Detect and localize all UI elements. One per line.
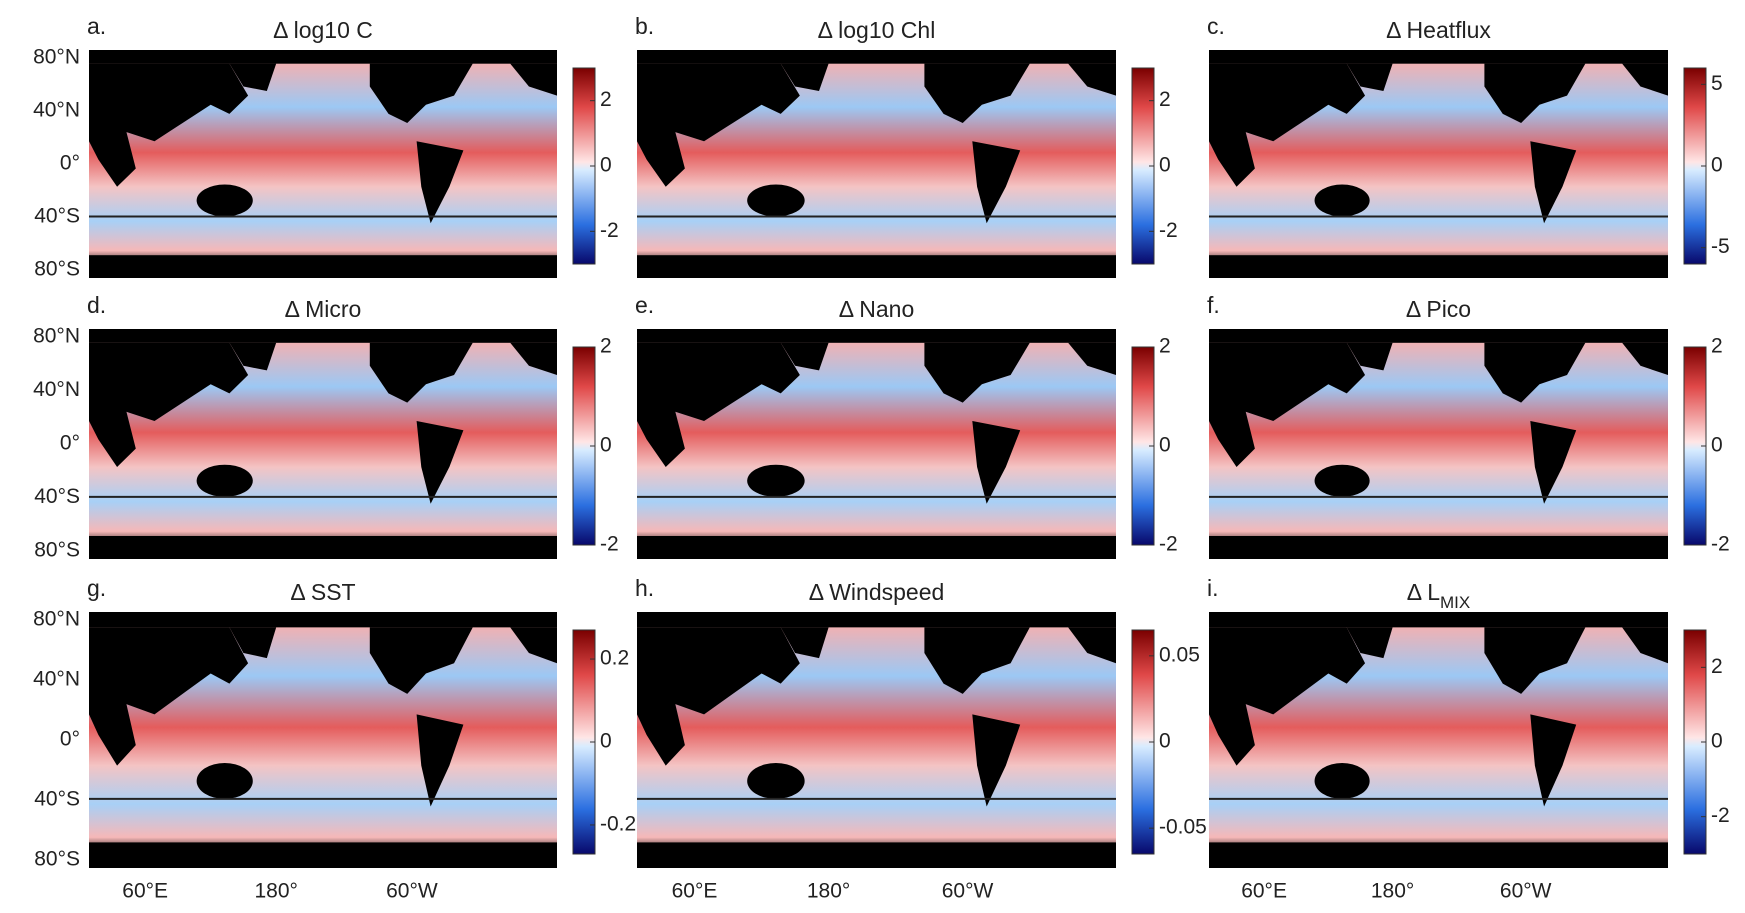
panel-title: Δ SST [290,579,355,605]
colorbar-tick-label: 0 [600,434,612,457]
title-main: Δ Micro [285,296,362,322]
lon-label: 60°E [672,880,718,903]
lat-label: 80°N [33,46,80,69]
panel-letter: d. [87,292,106,318]
colorbar-tick-label: 2 [1159,88,1171,111]
colorbar-tick-label: 0 [600,154,612,177]
lat-label: 80°S [34,258,80,281]
lat-label: 80°N [33,325,80,348]
colorbar-tick-label: 2 [1711,655,1723,678]
figure: a. Δ log10 C 2 0 -2 b. Δ log10 Chl 2 0 -2 c. Δ Heat… [0,0,1745,908]
title-main: Δ L [1407,579,1440,605]
panel-letter: h. [635,575,654,601]
colorbar-tick-label: -5 [1711,235,1730,258]
colorbar-tick-label: 2 [600,335,612,358]
colorbar-tick-label: 0 [1711,154,1723,177]
lon-label: 180° [1371,880,1414,903]
lat-label: 40°N [33,99,80,122]
colorbar-tick-label: 5 [1711,72,1723,95]
lat-label: 80°N [33,608,80,631]
lat-label: 40°N [33,378,80,401]
colorbar-tick-label: 0 [1159,434,1171,457]
colorbar-tick-label: 2 [1711,335,1723,358]
colorbar-tick-label: -2 [600,219,619,242]
lon-label: 180° [807,880,850,903]
title-main: Δ SST [290,579,355,605]
panel-letter: g. [87,575,106,601]
colorbar-tick-label: -0.05 [1159,816,1207,839]
panel-letter: b. [635,13,654,39]
lat-label: 0° [60,728,80,751]
colorbar-tick-label: -2 [600,533,619,556]
lon-label: 180° [254,880,297,903]
lat-label: 40°S [34,485,80,508]
panel-title: Δ log10 C [273,17,373,43]
colorbar-tick-label: 2 [1159,335,1171,358]
title-sub: MIX [1440,593,1470,612]
panel-letter: i. [1207,575,1219,601]
lat-label: 0° [60,432,80,455]
title-main: Δ Heatflux [1386,17,1491,43]
title-main: Δ Pico [1406,296,1471,322]
lat-label: 80°S [34,539,80,562]
panel-letter: f. [1207,292,1220,318]
panel-letter: a. [87,13,106,39]
title-main: Δ log10 C [273,17,373,43]
colorbar-tick-label: 0 [1711,730,1723,753]
colorbar-tick-label: -2 [1711,533,1730,556]
title-main: Δ log10 Chl [818,17,936,43]
lat-label: 40°S [34,788,80,811]
lat-label: 80°S [34,848,80,871]
lon-label: 60°W [942,880,994,903]
panel-letter: e. [635,292,654,318]
panel-title: Δ Micro [285,296,362,322]
colorbar-tick-label: -2 [1159,533,1178,556]
lon-label: 60°W [386,880,438,903]
lon-label: 60°W [1500,880,1552,903]
lon-label: 60°E [1241,880,1287,903]
panel-title: Δ Pico [1406,296,1471,322]
colorbar-tick-label: 0.2 [600,647,629,670]
panel-title: Δ Heatflux [1386,17,1491,43]
lon-label: 60°E [122,880,168,903]
panel-title: Δ Windspeed [809,579,945,605]
colorbar-tick-label: 2 [600,88,612,111]
colorbar-tick-label: 0 [600,730,612,753]
panel-title: Δ LMIX [1407,579,1471,612]
colorbar-tick-label: 0.05 [1159,643,1200,666]
panel-letter: c. [1207,13,1225,39]
colorbar-tick-label: -2 [1159,219,1178,242]
colorbar-tick-label: 0 [1159,730,1171,753]
panel-title: Δ Nano [839,296,914,322]
colorbar-tick-label: -2 [1711,804,1730,827]
title-main: Δ Windspeed [809,579,945,605]
colorbar-tick-label: -0.2 [600,813,636,836]
title-main: Δ Nano [839,296,914,322]
lat-label: 40°N [33,668,80,691]
colorbar-tick-label: 0 [1711,434,1723,457]
lat-label: 40°S [34,205,80,228]
colorbar-tick-label: 0 [1159,154,1171,177]
panel-title: Δ log10 Chl [818,17,936,43]
lat-label: 0° [60,152,80,175]
